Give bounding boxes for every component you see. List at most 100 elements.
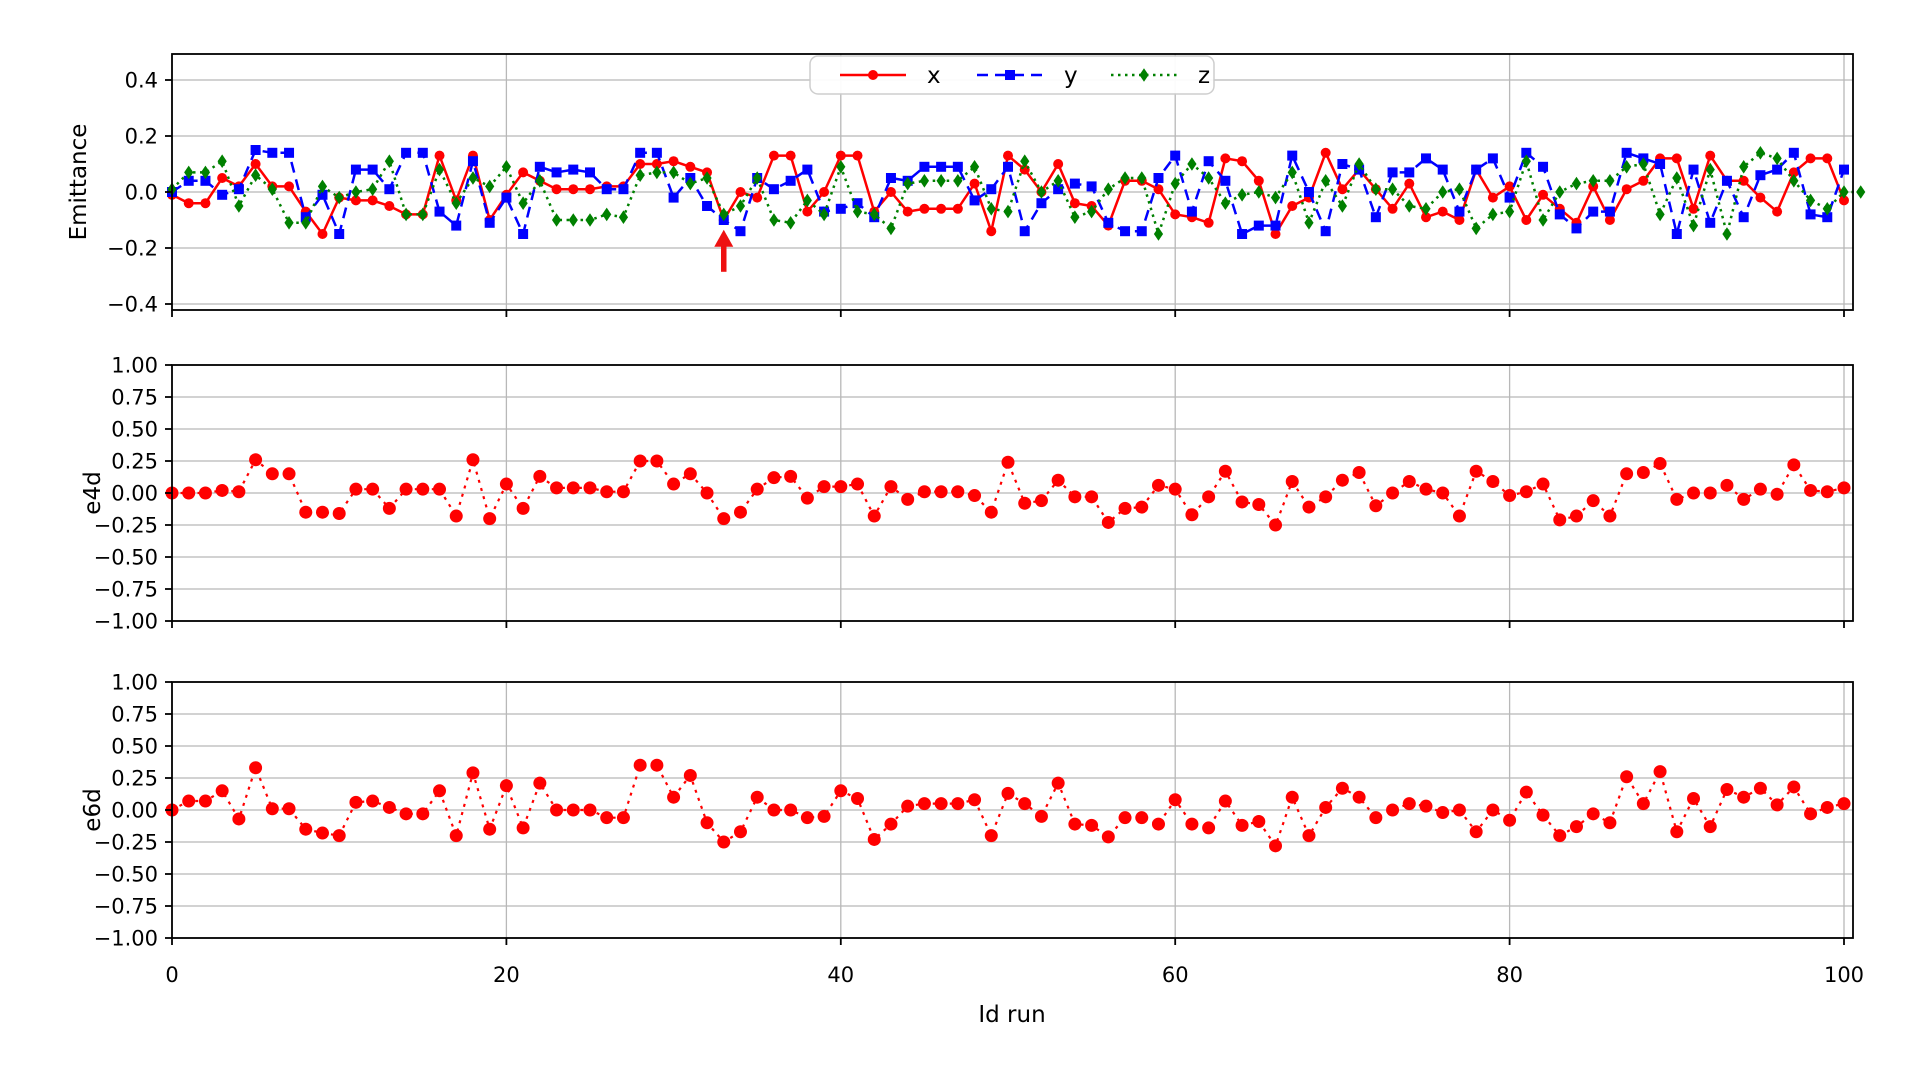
- marker-circle: [683, 768, 697, 782]
- marker-circle: [785, 150, 796, 161]
- marker-circle: [1788, 167, 1799, 178]
- marker-circle: [1369, 499, 1383, 513]
- legend-label-z: z: [1198, 63, 1210, 89]
- marker-square: [618, 184, 629, 195]
- marker-circle: [1820, 485, 1834, 499]
- marker-circle: [1586, 807, 1600, 821]
- marker-square: [217, 189, 228, 200]
- x-axis-label: Id run: [978, 1002, 1045, 1028]
- marker-square: [1019, 226, 1030, 237]
- marker-diamond: [351, 185, 361, 199]
- marker-square: [334, 229, 345, 239]
- marker-circle: [1705, 150, 1716, 161]
- marker-circle: [349, 482, 363, 496]
- marker-square: [735, 226, 746, 237]
- x-tick-label: 100: [1824, 963, 1864, 987]
- y-tick-label: 0.25: [111, 767, 158, 791]
- marker-square: [1220, 175, 1231, 186]
- marker-circle: [1805, 153, 1816, 164]
- marker-square: [1755, 170, 1766, 181]
- marker-circle: [382, 800, 396, 814]
- marker-square: [384, 184, 395, 195]
- marker-square: [1671, 229, 1682, 239]
- marker-square: [1136, 226, 1147, 237]
- marker-circle: [198, 794, 212, 808]
- marker-diamond: [1139, 68, 1149, 82]
- marker-circle: [1586, 494, 1600, 508]
- marker-square: [501, 192, 512, 203]
- marker-circle: [919, 203, 930, 214]
- marker-square: [1320, 226, 1331, 237]
- marker-square: [401, 147, 412, 158]
- marker-square: [1839, 164, 1849, 175]
- marker-diamond: [384, 154, 394, 168]
- y-axis-label-emittance: Emittance: [66, 124, 92, 241]
- marker-circle: [1772, 206, 1783, 217]
- marker-diamond: [1772, 151, 1782, 166]
- marker-circle: [1118, 811, 1132, 825]
- marker-circle: [936, 203, 947, 214]
- marker-diamond: [602, 207, 612, 222]
- marker-circle: [215, 483, 229, 497]
- y-tick-label: 0.00: [111, 799, 158, 823]
- marker-diamond: [1220, 196, 1230, 210]
- marker-circle: [868, 70, 878, 80]
- marker-circle: [1285, 790, 1299, 804]
- marker-circle: [968, 489, 982, 503]
- y-axis-label-e6d: e6d: [80, 788, 106, 831]
- marker-diamond: [1070, 210, 1080, 224]
- marker-circle: [1486, 474, 1500, 488]
- marker-circle: [802, 206, 813, 217]
- marker-circle: [1085, 490, 1099, 504]
- marker-circle: [1285, 474, 1299, 488]
- marker-diamond: [969, 160, 980, 174]
- marker-circle: [1503, 489, 1517, 503]
- marker-square: [1705, 217, 1716, 228]
- marker-circle: [1168, 482, 1182, 496]
- marker-circle: [1101, 830, 1115, 844]
- marker-diamond: [434, 162, 445, 177]
- marker-circle: [1770, 798, 1784, 812]
- marker-square: [1103, 217, 1114, 228]
- marker-diamond: [852, 204, 863, 219]
- marker-square: [1822, 212, 1833, 223]
- y-tick-label: 1.00: [111, 671, 158, 695]
- marker-circle: [784, 469, 798, 483]
- marker-circle: [1804, 807, 1818, 821]
- marker-diamond: [267, 182, 277, 196]
- marker-circle: [416, 482, 430, 496]
- marker-circle: [885, 187, 896, 197]
- marker-diamond: [719, 207, 729, 222]
- marker-circle: [1487, 192, 1498, 203]
- y-tick-label: 0.2: [125, 125, 158, 149]
- marker-diamond: [685, 176, 695, 191]
- marker-diamond: [1404, 199, 1414, 213]
- marker-square: [585, 167, 595, 178]
- marker-circle: [332, 506, 346, 520]
- marker-diamond: [518, 196, 528, 210]
- marker-circle: [1820, 800, 1834, 814]
- marker-diamond: [1371, 182, 1381, 196]
- marker-diamond: [1839, 185, 1849, 199]
- marker-circle: [1337, 184, 1348, 195]
- marker-circle: [1151, 817, 1165, 831]
- marker-square: [651, 147, 662, 158]
- marker-diamond: [1555, 185, 1565, 199]
- y-tick-label: 0.50: [111, 418, 158, 442]
- marker-circle: [733, 825, 747, 839]
- marker-square: [1521, 147, 1532, 158]
- marker-circle: [1688, 203, 1699, 214]
- marker-circle: [1269, 839, 1283, 853]
- marker-diamond: [284, 216, 294, 230]
- marker-square: [568, 164, 579, 175]
- y-tick-label: 0.50: [111, 735, 158, 759]
- marker-circle: [969, 178, 980, 189]
- marker-square: [1120, 226, 1131, 237]
- marker-circle: [1486, 803, 1500, 817]
- marker-square: [1621, 147, 1632, 158]
- marker-circle: [282, 467, 296, 481]
- marker-circle: [1670, 825, 1684, 839]
- x-tick-label: 20: [493, 963, 520, 987]
- marker-diamond: [1003, 204, 1013, 219]
- marker-circle: [784, 803, 798, 817]
